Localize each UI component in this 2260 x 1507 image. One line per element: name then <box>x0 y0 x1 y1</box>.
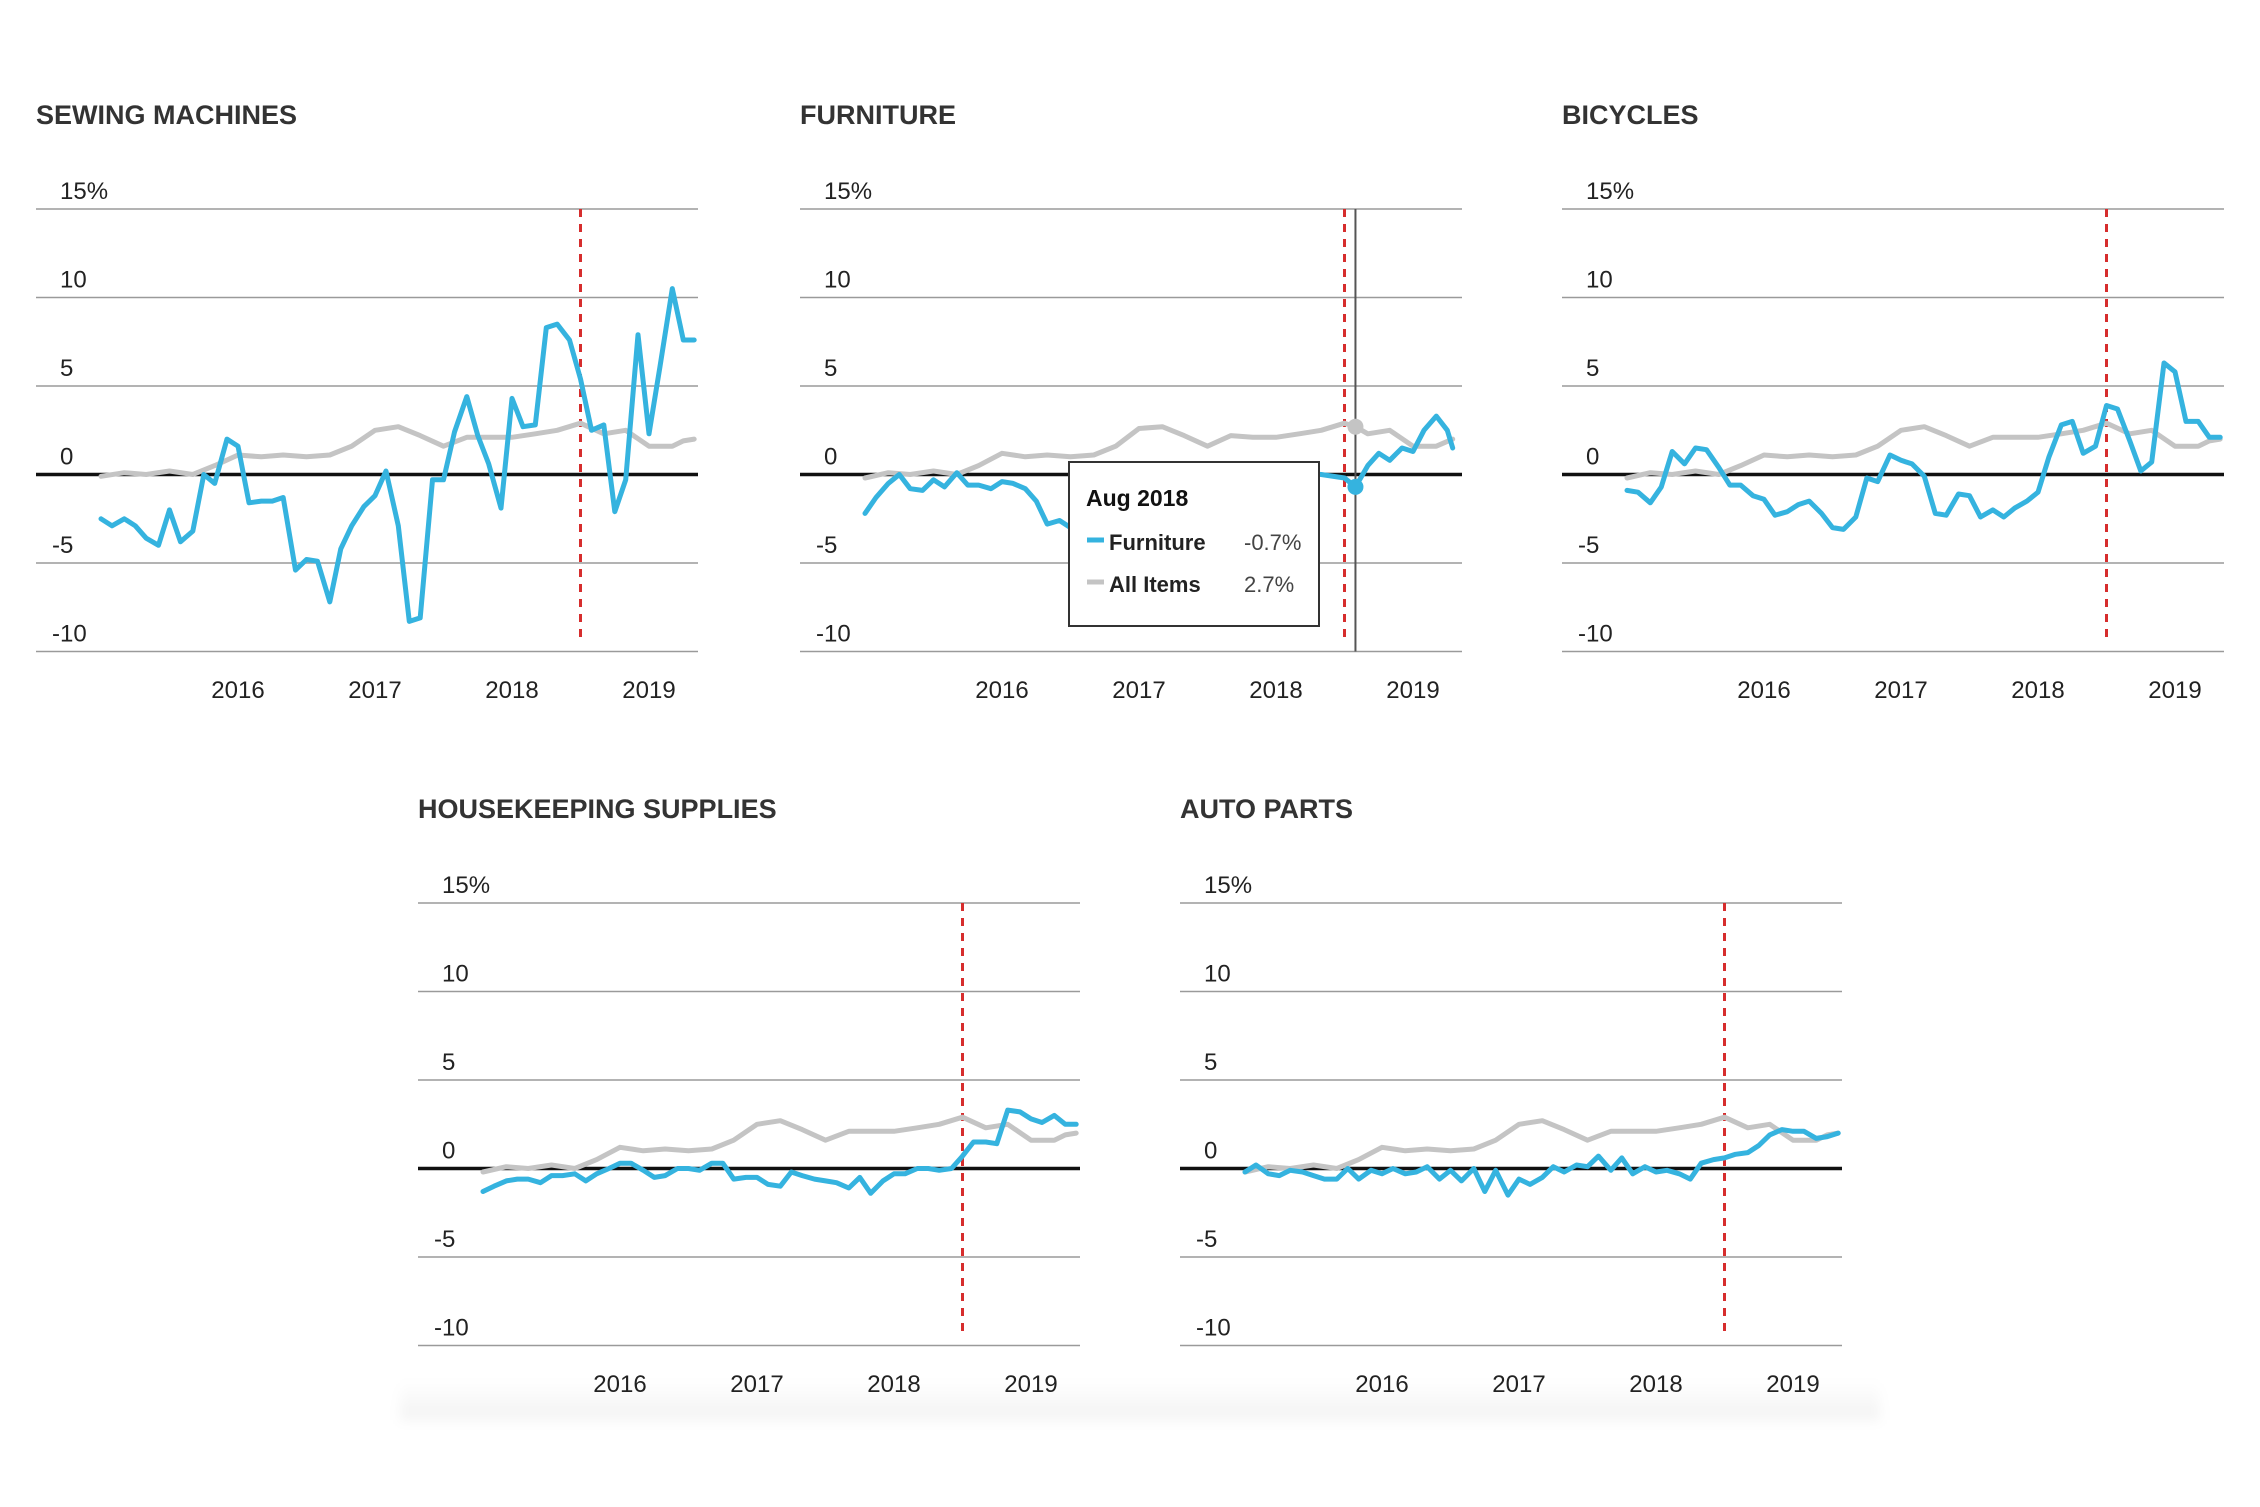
y-tick-label: -10 <box>434 1315 469 1342</box>
y-tick-label: -10 <box>52 621 87 648</box>
x-tick-label: 2016 <box>1737 677 1790 704</box>
y-tick-label: 10 <box>60 267 87 294</box>
y-tick-label: 10 <box>442 961 469 988</box>
x-tick-label: 2017 <box>1874 677 1927 704</box>
y-tick-label: 0 <box>442 1138 455 1165</box>
category-series-line <box>1624 360 2223 532</box>
chart-panel-0: SEWING MACHINES 15% 10 5 0 -5 -10 2016 2017 2018 2… <box>36 100 698 704</box>
tooltip-box <box>1068 461 1320 627</box>
x-tick-label: 2016 <box>975 677 1028 704</box>
all-items-series-line <box>1624 420 2223 481</box>
y-tick-label: 15% <box>824 178 872 205</box>
y-tick-label: 5 <box>442 1049 455 1076</box>
y-tick-label: 10 <box>1586 267 1613 294</box>
x-tick-label: 2017 <box>1112 677 1165 704</box>
x-tick-label: 2019 <box>1386 677 1439 704</box>
y-tick-label: 5 <box>1204 1049 1217 1076</box>
category-series-line <box>98 286 697 624</box>
x-tick-label: 2019 <box>622 677 675 704</box>
all-items-series-line <box>98 420 697 479</box>
y-tick-label: 15% <box>1204 872 1252 899</box>
y-tick-label: 0 <box>1586 444 1599 471</box>
x-tick-label: 2016 <box>211 677 264 704</box>
y-tick-label: -5 <box>434 1226 455 1253</box>
category-series-line <box>1242 1127 1841 1198</box>
y-tick-label: -5 <box>1578 532 1599 559</box>
category-series-line <box>480 1107 1079 1196</box>
x-tick-label: 2019 <box>1004 1371 1057 1398</box>
x-tick-label: 2016 <box>593 1371 646 1398</box>
tooltip-title: Aug 2018 <box>1086 485 1188 511</box>
y-tick-label: 15% <box>60 178 108 205</box>
y-tick-label: 5 <box>824 355 837 382</box>
x-tick-label: 2019 <box>1766 1371 1819 1398</box>
y-tick-label: -10 <box>816 621 851 648</box>
x-tick-label: 2019 <box>2148 677 2201 704</box>
y-tick-label: 15% <box>442 872 490 899</box>
x-tick-label: 2017 <box>730 1371 783 1398</box>
x-tick-label: 2018 <box>1629 1371 1682 1398</box>
x-tick-label: 2018 <box>1249 677 1302 704</box>
tooltip-row-label: All Items <box>1109 572 1201 597</box>
tooltip-row-value: 2.7% <box>1244 572 1294 597</box>
panel-title: FURNITURE <box>800 100 956 130</box>
y-tick-label: 10 <box>824 267 851 294</box>
panel-title: BICYCLES <box>1562 100 1699 130</box>
y-tick-label: 0 <box>1204 1138 1217 1165</box>
chart-panel-4: AUTO PARTS 15% 10 5 0 -5 -10 2016 2017 2018 2019 <box>1180 794 1842 1398</box>
y-tick-label: 0 <box>824 444 837 471</box>
x-tick-label: 2018 <box>2011 677 2064 704</box>
chart-panel-2: BICYCLES 15% 10 5 0 -5 -10 2016 2017 2018 2019 <box>1562 100 2224 704</box>
panel-title: SEWING MACHINES <box>36 100 297 130</box>
x-tick-label: 2017 <box>1492 1371 1545 1398</box>
bottom-shadow <box>400 1380 1880 1420</box>
y-tick-label: -10 <box>1578 621 1613 648</box>
x-tick-label: 2016 <box>1355 1371 1408 1398</box>
y-tick-label: 10 <box>1204 961 1231 988</box>
hover-point-category <box>1347 478 1364 495</box>
y-tick-label: 15% <box>1586 178 1634 205</box>
chart-panel-3: HOUSEKEEPING SUPPLIES 15% 10 5 0 -5 -10 2016 201… <box>418 794 1080 1398</box>
y-tick-label: -5 <box>52 532 73 559</box>
all-items-series-line <box>480 1114 1079 1175</box>
panel-title: AUTO PARTS <box>1180 794 1353 824</box>
tooltip: Aug 2018 Furniture -0.7% All Items 2.7% <box>1068 461 1320 627</box>
y-tick-label: -5 <box>816 532 837 559</box>
y-tick-label: 5 <box>1586 355 1599 382</box>
x-tick-label: 2017 <box>348 677 401 704</box>
panel-title: HOUSEKEEPING SUPPLIES <box>418 794 777 824</box>
all-items-series-line <box>1242 1114 1841 1175</box>
y-tick-label: 0 <box>60 444 73 471</box>
hover-point-all-items <box>1347 418 1364 435</box>
x-tick-label: 2018 <box>485 677 538 704</box>
chart-panel-1: FURNITURE 15% 10 5 0 -5 -10 2016 2017 2018 2019 Aug… <box>800 100 1462 704</box>
x-tick-label: 2018 <box>867 1371 920 1398</box>
y-tick-label: 5 <box>60 355 73 382</box>
tooltip-row-label: Furniture <box>1109 530 1206 555</box>
y-tick-label: -5 <box>1196 1226 1217 1253</box>
tooltip-row-value: -0.7% <box>1244 530 1301 555</box>
y-tick-label: -10 <box>1196 1315 1231 1342</box>
